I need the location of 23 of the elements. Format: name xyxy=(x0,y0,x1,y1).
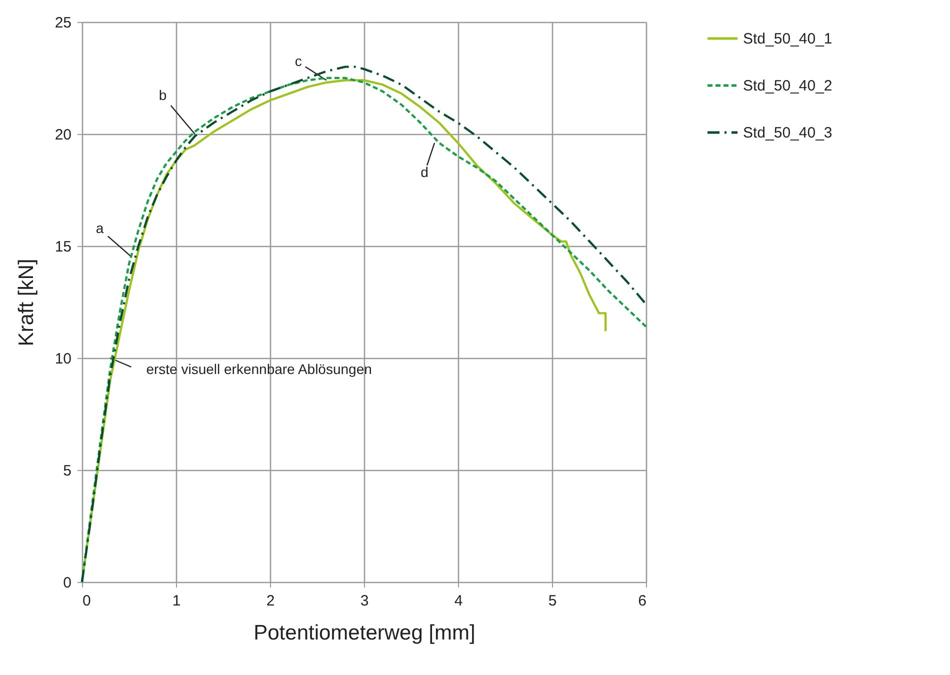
legend-label: Std_50_40_2 xyxy=(743,78,832,94)
annotation: c xyxy=(294,53,302,70)
annotation: b xyxy=(158,87,167,103)
y-tick-label: 10 xyxy=(54,350,72,368)
y-tick-label: 0 xyxy=(63,574,72,592)
y-axis-title: Kraft [kN] xyxy=(14,258,38,346)
y-tick-label: 20 xyxy=(54,126,72,144)
x-tick-label: 0 xyxy=(82,592,91,610)
x-tick-label: 4 xyxy=(454,592,463,610)
y-tick-label: 25 xyxy=(54,14,72,32)
x-tick-label: 1 xyxy=(172,592,181,610)
x-axis-title: Potentiometerweg [mm] xyxy=(254,622,476,644)
y-tick-label: 5 xyxy=(63,462,72,480)
x-tick-label: 2 xyxy=(266,592,275,610)
legend-label: Std_50_40_3 xyxy=(743,124,832,142)
x-tick-label: 6 xyxy=(638,592,646,610)
x-tick-label: 3 xyxy=(360,592,369,610)
annotation: d xyxy=(420,164,428,180)
annotation: a xyxy=(96,220,104,236)
annotation: erste visuell erkennbare Ablösungen xyxy=(146,361,372,377)
legend-label: Std_50_40_1 xyxy=(743,30,832,48)
y-tick-label: 15 xyxy=(54,238,72,256)
x-tick-label: 5 xyxy=(548,592,557,610)
